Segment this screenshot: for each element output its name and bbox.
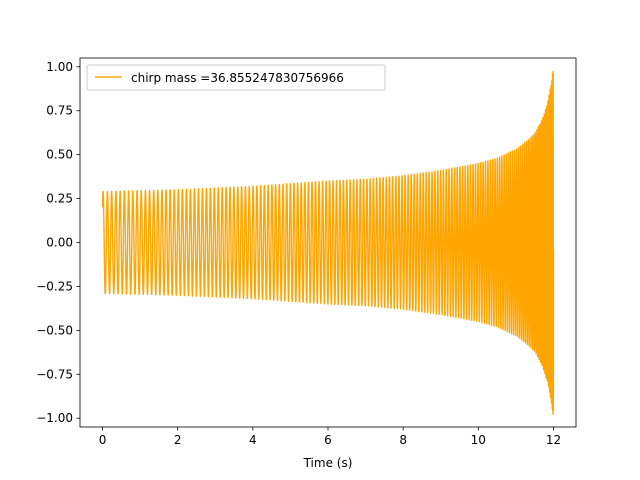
y-tick-label: 0.75 bbox=[46, 104, 73, 118]
x-tick-label: 6 bbox=[324, 433, 332, 447]
y-tick-label: 0.50 bbox=[46, 148, 73, 162]
series-layer bbox=[101, 70, 555, 415]
y-tick-label: 0.25 bbox=[46, 192, 73, 206]
y-tick-label: −0.50 bbox=[36, 323, 73, 337]
y-tick-label: −0.25 bbox=[36, 279, 73, 293]
x-tick-label: 2 bbox=[174, 433, 182, 447]
x-axis-label: Time (s) bbox=[303, 456, 353, 470]
x-tick-label: 10 bbox=[471, 433, 486, 447]
y-tick-label: −0.75 bbox=[36, 367, 73, 381]
x-tick-label: 8 bbox=[399, 433, 407, 447]
y-tick-label: 0.00 bbox=[46, 236, 73, 250]
series-line bbox=[101, 70, 555, 415]
x-tick-label: 12 bbox=[546, 433, 561, 447]
y-tick-label: 1.00 bbox=[46, 60, 73, 74]
y-tick-label: −1.00 bbox=[36, 411, 73, 425]
x-tick-label: 0 bbox=[99, 433, 107, 447]
legend: chirp mass =36.855247830756966 bbox=[86, 64, 386, 91]
legend-label: chirp mass =36.855247830756966 bbox=[131, 71, 344, 85]
x-tick-label: 4 bbox=[249, 433, 257, 447]
y-axis: 1.00 0.75 0.50 0.25 0.00 −0.25 −0.50 −0.75 −1.00 bbox=[36, 60, 80, 425]
legend-box bbox=[86, 64, 386, 91]
x-axis: 0 2 4 6 8 10 12 bbox=[99, 427, 561, 447]
